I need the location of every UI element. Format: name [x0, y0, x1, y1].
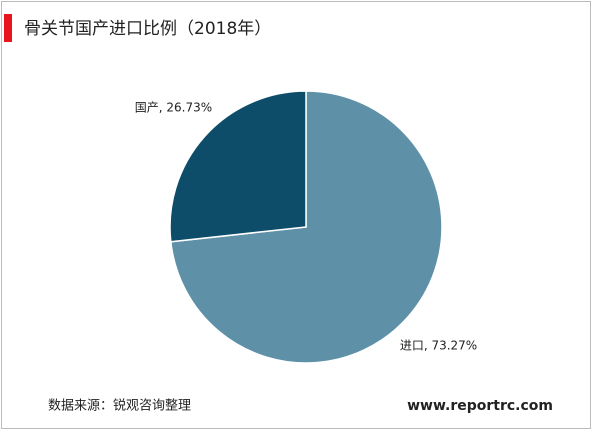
source-note: 数据来源：锐观咨询整理 — [48, 399, 191, 414]
pie-slice — [169, 90, 307, 243]
pie: 进口, 73.27% 国产, 26.73% — [135, 90, 477, 364]
website: www.reportrc.com — [407, 398, 553, 414]
data-label: 国产, 26.73% — [135, 101, 212, 115]
title-accent — [4, 14, 12, 42]
data-label: 进口, 73.27% — [400, 338, 477, 352]
chart-title: 骨关节国产进口比例（2018年） — [24, 19, 271, 39]
